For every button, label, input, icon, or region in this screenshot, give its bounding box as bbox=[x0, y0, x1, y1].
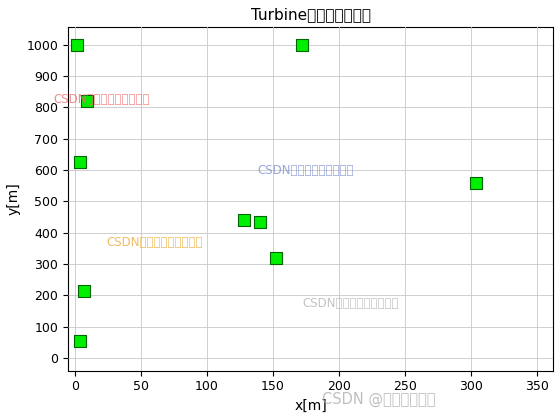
X-axis label: x[m]: x[m] bbox=[294, 399, 327, 413]
Point bbox=[76, 159, 85, 165]
Text: CSDN博客：软件算法开发: CSDN博客：软件算法开发 bbox=[258, 164, 354, 177]
Point bbox=[472, 180, 481, 186]
Text: CSDN博客：软件算法开发: CSDN博客：软件算法开发 bbox=[106, 236, 203, 249]
Text: CSDN博客：软件算法开发: CSDN博客：软件算法开发 bbox=[302, 297, 399, 310]
Point bbox=[76, 338, 85, 344]
Point bbox=[255, 218, 264, 225]
Point bbox=[73, 41, 82, 48]
Point bbox=[82, 97, 91, 104]
Text: CSDN博客：软件算法开发: CSDN博客：软件算法开发 bbox=[53, 93, 150, 106]
Point bbox=[271, 255, 280, 261]
Y-axis label: y[m]: y[m] bbox=[7, 183, 21, 215]
Title: Turbine的最佳风场布局: Turbine的最佳风场布局 bbox=[250, 7, 371, 22]
Text: CSDN @软件算法开发: CSDN @软件算法开发 bbox=[322, 392, 436, 407]
Point bbox=[297, 42, 306, 49]
Point bbox=[239, 217, 248, 223]
Point bbox=[80, 287, 88, 294]
